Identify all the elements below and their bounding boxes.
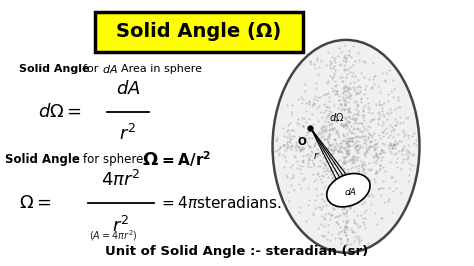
- Text: $\mathbf{= A/r^2}$: $\mathbf{= A/r^2}$: [159, 150, 211, 169]
- Text: $r^2$: $r^2$: [119, 124, 137, 144]
- Ellipse shape: [327, 173, 370, 207]
- Text: $d\Omega$: $d\Omega$: [329, 111, 344, 123]
- Text: for sphere: for sphere: [83, 153, 147, 166]
- Text: $4\pi r^2$: $4\pi r^2$: [101, 169, 141, 190]
- Ellipse shape: [273, 40, 419, 253]
- Text: dA: dA: [345, 188, 357, 197]
- Text: $\Omega =$: $\Omega =$: [19, 194, 51, 213]
- Text: Solid Angle: Solid Angle: [5, 153, 80, 166]
- Text: $dA$: $dA$: [116, 80, 140, 98]
- Text: $d\Omega =$: $d\Omega =$: [38, 103, 82, 121]
- Text: $r^2$: $r^2$: [112, 216, 129, 236]
- Text: $(A = 4\pi r^2)$: $(A = 4\pi r^2)$: [90, 228, 138, 243]
- Text: for: for: [83, 64, 102, 74]
- FancyBboxPatch shape: [95, 12, 303, 52]
- Text: $dA$: $dA$: [102, 63, 118, 75]
- Text: Area in sphere: Area in sphere: [121, 64, 202, 74]
- Text: r: r: [314, 151, 318, 161]
- Text: Unit of Solid Angle :- steradian (sr): Unit of Solid Angle :- steradian (sr): [105, 245, 369, 258]
- Text: Solid Angle (Ω): Solid Angle (Ω): [117, 22, 282, 41]
- Text: $= 4\pi\mathrm{steradians.}$: $= 4\pi\mathrm{steradians.}$: [159, 196, 282, 211]
- Text: Solid Angle: Solid Angle: [19, 64, 90, 74]
- Text: $\mathbf{\Omega}$: $\mathbf{\Omega}$: [142, 151, 159, 169]
- Text: O: O: [298, 137, 306, 147]
